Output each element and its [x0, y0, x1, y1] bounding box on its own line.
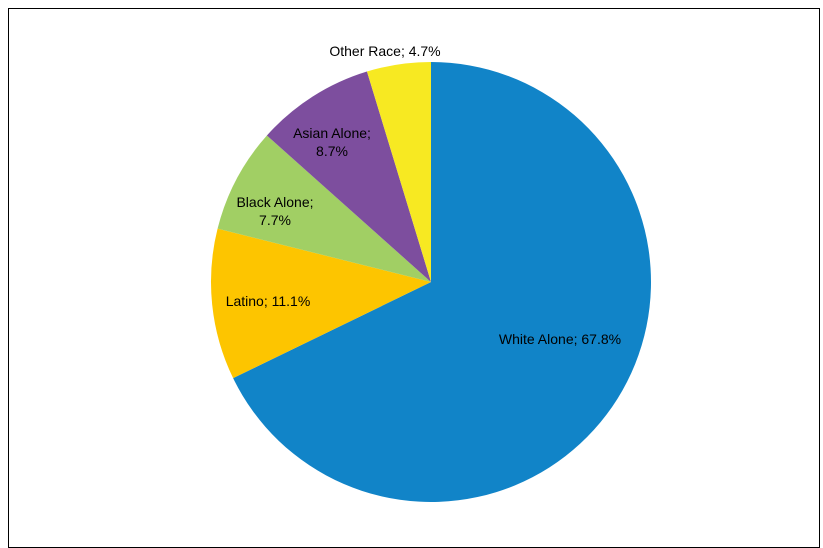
pie-slice-asian-alone: [266, 71, 431, 283]
pie-slice-black-alone: [217, 135, 431, 282]
pie-label-black-alone: Black Alone; 7.7%: [236, 194, 313, 228]
pie-slices: [210, 62, 651, 502]
pie-labels: White Alone; 67.8% Latino; 11.1% Black Alo…: [226, 43, 621, 347]
pie-label-asian-alone: Asian Alone; 8.7%: [293, 125, 371, 159]
pie-label-white-alone: White Alone; 67.8%: [499, 331, 621, 347]
pie-slice-latino: [210, 228, 431, 379]
pie-chart: White Alone; 67.8% Latino; 11.1% Black Alo…: [210, 43, 651, 502]
pie-label-latino: Latino; 11.1%: [226, 293, 311, 309]
pie-label-other-race: Other Race; 4.7%: [329, 43, 440, 59]
pie-slice-other-race: [366, 62, 431, 282]
pie-slice-white-alone: [233, 62, 651, 502]
